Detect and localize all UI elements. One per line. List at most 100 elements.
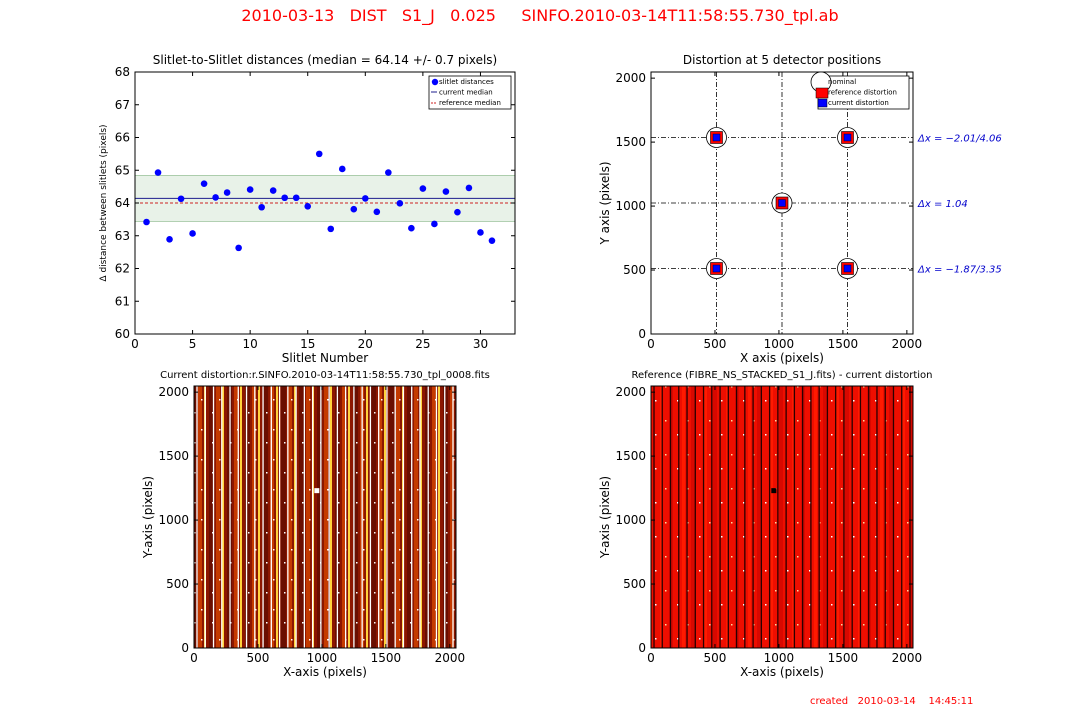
page-title: 2010-03-13 DIST S1_J 0.025 SINFO.2010-03…: [241, 6, 839, 25]
distortion-annotation: Δx = −2.01/4.06: [917, 134, 1002, 145]
legend-marker-current-distortion: [817, 98, 828, 108]
slitlet-ytick-label: 68: [115, 65, 130, 79]
distortion-ytick-label: 1000: [615, 199, 646, 213]
distortion-title: Distortion at 5 detector positions: [683, 53, 881, 67]
slitlet-xlabel: Slitlet Number: [282, 351, 368, 365]
slitlet-xtick-label: 5: [189, 337, 197, 351]
reference-image-xtick-label: 2000: [892, 651, 923, 665]
slitlet-legend-label: slitlet distances: [439, 78, 494, 86]
current-image-title: Current distortion:r.SINFO.2010-03-14T11…: [160, 370, 490, 381]
slitlet-ytick-label: 67: [115, 98, 130, 112]
reference-image-ylabel: Y-axis (pixels): [598, 476, 612, 559]
slitlet-xtick-label: 0: [131, 337, 139, 351]
current-image-ytick-label: 2000: [158, 385, 189, 399]
slitlet-ylabel: Δ distance between slitlets (pixels): [99, 124, 109, 281]
distortion-xtick-label: 2000: [892, 337, 923, 351]
slitlet-legend-label: reference median: [439, 99, 501, 107]
current-distortion-marker: [712, 264, 721, 273]
slitlet-legend-box: [428, 75, 512, 110]
reference-image-ytick-label: 1500: [615, 449, 646, 463]
slitlet-xtick-label: 30: [473, 337, 488, 351]
legend-marker-reference-distortion: [815, 87, 829, 99]
current-image-ylabel: Y-axis (pixels): [141, 476, 155, 559]
reference-image-ytick-label: 2000: [615, 385, 646, 399]
distortion-xtick-label: 0: [647, 337, 655, 351]
slitlet-distance-point: [396, 200, 404, 207]
current-image-ytick-label: 1000: [158, 513, 189, 527]
slitlet-ytick-label: 65: [115, 163, 130, 177]
reference-image-heatmap: [651, 386, 913, 648]
distortion-frame: [650, 71, 914, 335]
current-distortion-marker: [843, 133, 852, 142]
reference-image-xtick-label: 1000: [764, 651, 795, 665]
distortion-xtick-label: 500: [704, 337, 727, 351]
reference-image-title: Reference (FIBRE_NS_STACKED_S1_J.fits) -…: [631, 370, 932, 381]
current-image-xtick-label: 1000: [307, 651, 338, 665]
current-distortion-marker: [712, 133, 721, 142]
current-image-xlabel: X-axis (pixels): [283, 665, 367, 679]
slitlet-distance-point: [304, 202, 312, 210]
distortion-legend-label: reference distortion: [828, 89, 897, 97]
slitlet-distance-point: [177, 195, 185, 203]
current-image-heatmap: [194, 386, 456, 648]
distortion-annotation: Δx = 1.04: [917, 199, 968, 210]
distortion-xtick-label: 1000: [764, 337, 795, 351]
distortion-ytick-label: 0: [638, 327, 646, 341]
slitlet-xtick-label: 25: [415, 337, 430, 351]
slitlet-distance-point: [143, 218, 150, 226]
slitlet-distance-point: [212, 194, 219, 201]
slitlet-chart: 0 5 10 15 20 25 30 60 61 62 63 64 65 66 67 68 Slitlet-to…: [99, 53, 516, 365]
slitlet-distance-point: [431, 220, 438, 228]
distortion-ylabel: Y axis (pixels): [598, 161, 612, 245]
current-image-ytick-label: 500: [166, 577, 189, 591]
current-image-xtick-label: 1500: [371, 651, 402, 665]
created-timestamp: created 2010-03-14 14:45:11: [810, 696, 974, 707]
slitlet-distance-point: [362, 195, 369, 202]
slitlet-ytick-label: 64: [115, 196, 130, 210]
current-image-xtick-label: 0: [190, 651, 198, 665]
slitlet-distance-point: [189, 230, 196, 237]
slitlet-distance-point: [442, 188, 450, 195]
slitlet-distance-point: [454, 208, 461, 216]
distortion-ytick-label: 500: [623, 263, 646, 277]
slitlet-distance-point: [350, 205, 358, 213]
distortion-chart: 0 500 1000 1500 2000 0 500 1000 1500 2000 Distorti…: [598, 53, 1002, 365]
slitlet-distance-point: [281, 194, 288, 202]
slitlet-title: Slitlet-to-Slitlet distances (median = 6…: [153, 53, 497, 67]
slitlet-distance-point: [154, 169, 162, 176]
slitlet-distance-point: [315, 150, 323, 158]
slitlet-ytick-label: 61: [115, 294, 130, 308]
slitlet-distance-point: [223, 189, 231, 196]
reference-image-xtick-label: 1500: [828, 651, 859, 665]
distortion-ytick-label: 1500: [615, 135, 646, 149]
slitlet-xtick-label: 10: [243, 337, 258, 351]
slitlet-distance-point: [477, 229, 484, 236]
reference-image-ytick-label: 1000: [615, 513, 646, 527]
slitlet-xtick-label: 20: [358, 337, 373, 351]
slitlet-distance-point: [269, 187, 277, 194]
reference-image-hot-spot: [771, 488, 777, 494]
current-image-ytick-label: 1500: [158, 449, 189, 463]
slitlet-distance-point: [258, 203, 265, 211]
slitlet-distance-point: [419, 185, 427, 192]
slitlet-distance-point: [200, 180, 208, 187]
slitlet-ytick-label: 63: [115, 229, 130, 243]
current-image-xtick-label: 2000: [435, 651, 466, 665]
slitlet-distance-point: [235, 244, 242, 252]
current-image-ytick-label: 0: [181, 641, 189, 655]
reference-image-frame: [650, 385, 914, 649]
slitlet-xtick-label: 15: [300, 337, 315, 351]
slitlet-distance-point: [465, 184, 473, 192]
slitlet-distance-point: [488, 237, 496, 244]
slitlet-ytick-label: 62: [115, 262, 130, 276]
slitlet-distance-point: [292, 194, 300, 202]
distortion-xtick-label: 1500: [828, 337, 859, 351]
current-image-hot-spot: [314, 488, 320, 494]
slitlet-distance-point: [166, 236, 173, 243]
reference-image-ytick-label: 0: [638, 641, 646, 655]
current-image-frame: [193, 385, 457, 649]
legend-marker-points: [431, 78, 439, 86]
slitlet-distance-point: [246, 186, 254, 193]
reference-image-ytick-label: 500: [623, 577, 646, 591]
